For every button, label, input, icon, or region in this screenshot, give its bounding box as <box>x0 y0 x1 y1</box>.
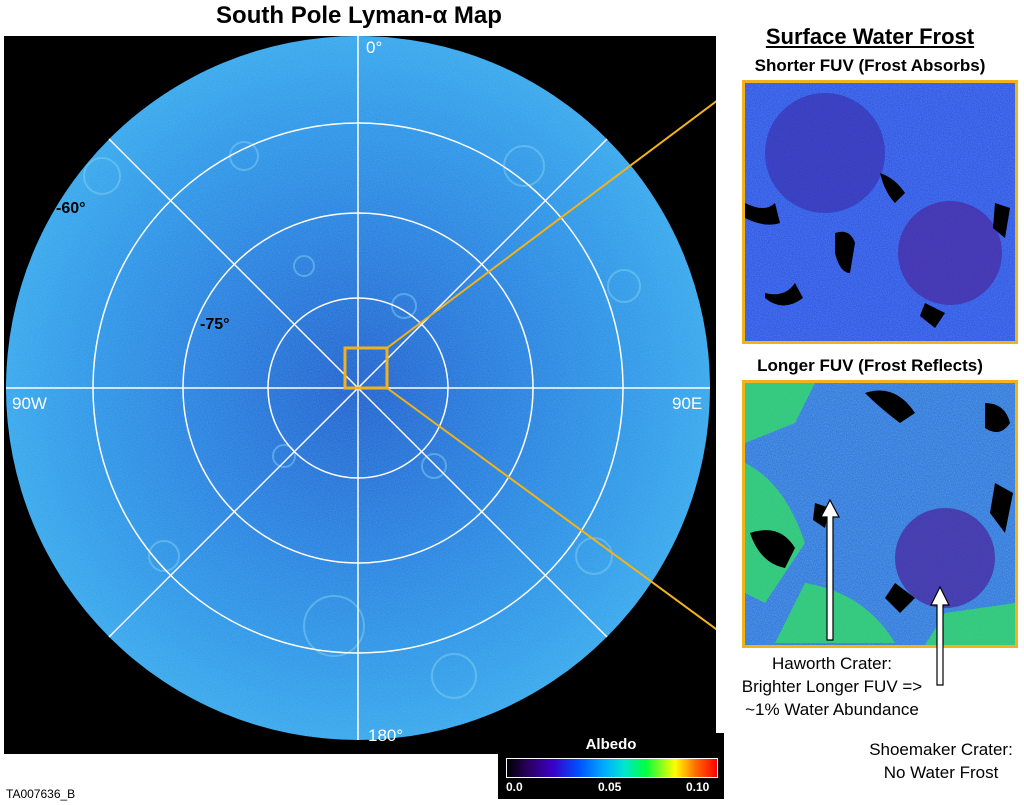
callout-line-bottom <box>386 387 716 631</box>
haworth-arrow <box>820 498 840 641</box>
shorter-fuv-image <box>745 83 1015 341</box>
polar-map-panel: -60° -75° 0° 90W 90E 180° <box>4 36 716 754</box>
map-title: South Pole Lyman-α Map <box>216 2 502 29</box>
longer-fuv-image <box>745 383 1015 645</box>
colorbar-tick-max: 0.10 <box>686 780 710 794</box>
callout-box <box>343 346 389 390</box>
haworth-line-2: Brighter Longer FUV => <box>741 677 923 696</box>
frost-section-title: Surface Water Frost <box>765 24 975 49</box>
shoemaker-line-1: Shoemaker Crater: <box>869 740 1013 759</box>
colorbar-tick-mid: 0.05 <box>598 780 622 794</box>
longitude-label-bottom: 180° <box>368 726 404 745</box>
figure-id: TA007636_B <box>6 787 76 801</box>
haworth-line-3: ~1% Water Abundance <box>745 700 919 719</box>
haworth-line-1: Haworth Crater: <box>772 654 892 673</box>
shoemaker-line-2: No Water Frost <box>883 763 999 782</box>
latitude-label-75: -75° <box>200 316 230 333</box>
polar-stereographic-map <box>6 36 716 740</box>
callout-line-top <box>386 100 716 349</box>
longitude-label-right: 90E <box>672 394 703 413</box>
bottom-inset-title: Longer FUV (Frost Reflects) <box>757 356 983 375</box>
longitude-label-left: 90W <box>12 394 47 413</box>
top-inset-title: Shorter FUV (Frost Absorbs) <box>754 56 986 75</box>
shoemaker-crater-note: Shoemaker Crater: No Water Frost <box>858 738 1024 784</box>
colorbar-gradient <box>506 758 718 778</box>
annotation-arrows <box>820 498 950 686</box>
longitude-label-top: 0° <box>366 38 383 57</box>
shorter-fuv-inset <box>742 80 1018 344</box>
shoemaker-arrow <box>930 585 950 686</box>
longer-fuv-inset <box>742 380 1018 648</box>
haworth-crater-note: Haworth Crater: Brighter Longer FUV => ~… <box>722 652 942 721</box>
colorbar-tick-min: 0.0 <box>506 780 523 794</box>
latitude-label-60: -60° <box>56 200 86 217</box>
albedo-colorbar: Albedo 0.0 0.05 0.10 <box>498 733 724 799</box>
colorbar-title: Albedo <box>585 736 637 753</box>
